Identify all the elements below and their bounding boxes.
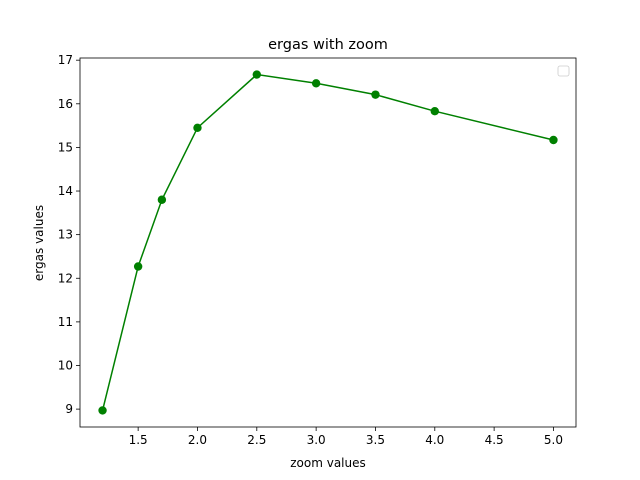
y-tick-label: 16 <box>58 97 73 111</box>
x-tick-label: 4.0 <box>425 433 444 447</box>
y-tick-label: 13 <box>58 228 73 242</box>
y-tick-label: 17 <box>58 53 73 67</box>
x-tick-label: 5.0 <box>544 433 563 447</box>
y-tick-label: 11 <box>58 315 73 329</box>
data-point <box>430 107 439 116</box>
y-tick-label: 12 <box>58 271 73 285</box>
y-tick-label: 9 <box>65 402 73 416</box>
data-point <box>371 90 380 99</box>
data-point <box>193 123 202 132</box>
x-tick-label: 2.5 <box>247 433 266 447</box>
data-point <box>252 70 262 79</box>
data-point <box>311 79 321 88</box>
chart-title: ergas with zoom <box>268 37 388 53</box>
x-tick-label: 4.5 <box>485 433 504 447</box>
x-tick-label: 3.0 <box>307 433 326 447</box>
data-point <box>549 135 558 145</box>
x-tick-label: 3.5 <box>366 433 385 447</box>
x-tick-label: 1.5 <box>129 433 148 447</box>
y-axis-label: ergas values <box>32 205 46 281</box>
x-axis-label: zoom values <box>290 456 366 470</box>
axes-frame <box>79 57 577 428</box>
data-point <box>157 195 167 204</box>
legend-box <box>557 65 570 77</box>
data-point <box>98 406 107 415</box>
y-tick-label: 15 <box>58 140 73 154</box>
y-tick-label: 10 <box>58 359 73 373</box>
y-tick-label: 14 <box>58 184 73 198</box>
x-tick-label: 2.0 <box>188 433 207 447</box>
plot-area: 1.5 2.0 2.5 3.0 3.5 4.0 4.5 5.0 9 10 11 12 13 14 15 16 1… <box>58 53 577 447</box>
data-point <box>133 262 143 271</box>
